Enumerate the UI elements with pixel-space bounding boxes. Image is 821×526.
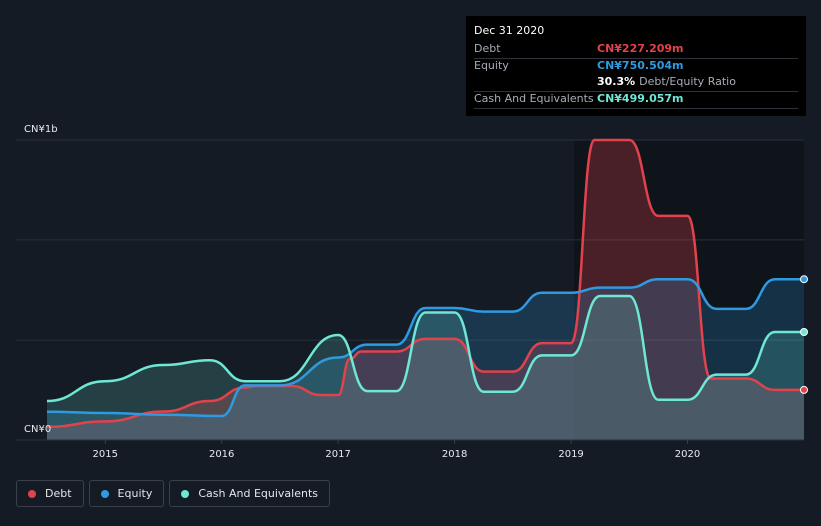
tooltip-equity-row: Equity CN¥750.504m <box>466 59 806 75</box>
tooltip-ratio-row: 30.3% Debt/Equity Ratio <box>466 75 806 92</box>
y-axis: CN¥1b CN¥0 <box>24 124 58 435</box>
legend-equity-label: Equity <box>117 487 153 500</box>
legend-equity-dot <box>100 489 109 498</box>
debt-area <box>47 140 804 440</box>
x-tick-label: 2018 <box>442 449 467 460</box>
series-areas <box>47 140 804 440</box>
y-tick-label-max: CN¥1b <box>24 124 58 135</box>
equity-line <box>46 277 804 418</box>
equity-area <box>47 279 804 440</box>
legend-cash-label: Cash And Equivalents <box>198 487 318 500</box>
tooltip-cash-row: Cash And Equivalents CN¥499.057m <box>466 92 806 109</box>
chart-legend: Debt Equity Cash And Equivalents <box>16 480 330 507</box>
divider <box>474 91 798 92</box>
tooltip-equity-label: Equity <box>474 59 509 72</box>
tooltip-ratio-label: Debt/Equity Ratio <box>639 75 736 88</box>
cash-and-equivalents-line <box>46 294 804 403</box>
y-tick-label-zero: CN¥0 <box>24 424 51 435</box>
divider <box>474 108 798 109</box>
tooltip-date: Dec 31 2020 <box>474 24 545 37</box>
legend-cash-dot <box>181 489 190 498</box>
tooltip-cash-label: Cash And Equivalents <box>474 92 594 105</box>
tooltip-ratio: 30.3% Debt/Equity Ratio <box>597 75 736 88</box>
divider <box>474 58 798 59</box>
tooltip-debt-row: Debt CN¥227.209m <box>466 42 806 59</box>
tooltip-debt-value: CN¥227.209m <box>597 42 684 55</box>
debt-line <box>46 138 804 429</box>
legend-debt-label: Debt <box>45 487 72 500</box>
series-endpoints <box>800 275 808 394</box>
recent-period-highlight <box>574 140 804 440</box>
cash-and-equivalents-endpoint <box>800 328 808 336</box>
legend-equity[interactable]: Equity <box>88 480 165 507</box>
x-tick-label: 2017 <box>325 449 350 460</box>
tooltip-equity-value: CN¥750.504m <box>597 59 684 72</box>
legend-debt[interactable]: Debt <box>16 480 84 507</box>
x-tick-label: 2020 <box>675 449 700 460</box>
legend-debt-dot <box>28 489 36 498</box>
tooltip-ratio-value: 30.3% <box>597 75 636 88</box>
tooltip-debt-label: Debt <box>474 42 501 55</box>
tooltip-cash-value: CN¥499.057m <box>597 92 684 105</box>
x-tick-label: 2019 <box>558 449 583 460</box>
cash-and-equivalents-area <box>47 296 804 440</box>
equity-endpoint <box>800 275 808 284</box>
x-tick-label: 2016 <box>209 449 234 460</box>
x-axis: 2015 2016 2017 2018 2019 2020 <box>16 439 804 460</box>
x-tick-label: 2015 <box>93 449 118 460</box>
data-tooltip: Dec 31 2020 Debt CN¥227.209m Equity CN¥7… <box>466 16 806 116</box>
debt-endpoint <box>800 385 808 394</box>
legend-cash[interactable]: Cash And Equivalents <box>169 480 330 507</box>
series-lines <box>46 138 804 429</box>
